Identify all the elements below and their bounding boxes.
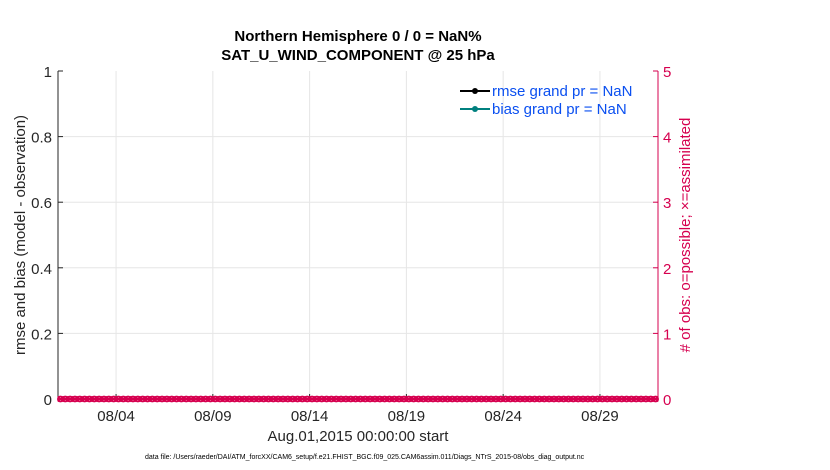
chart-title-line2: SAT_U_WIND_COMPONENT @ 25 hPa bbox=[221, 47, 495, 64]
y-tick-label: 0 bbox=[44, 392, 52, 409]
y2-tick-label: 3 bbox=[663, 195, 671, 212]
y-tick-label: 0.4 bbox=[31, 261, 52, 278]
x-axis-label: Aug.01,2015 00:00:00 start bbox=[268, 428, 450, 445]
y-tick-label: 0.8 bbox=[31, 130, 52, 147]
y2-axis-label: # of obs: o=possible; ×=assimilated bbox=[677, 118, 694, 353]
plot-area bbox=[58, 71, 658, 399]
x-tick-label: 08/19 bbox=[388, 408, 426, 425]
legend-rmse-marker bbox=[472, 88, 478, 94]
y2-tick-label: 5 bbox=[663, 64, 671, 81]
chart-title-line1: Northern Hemisphere 0 / 0 = NaN% bbox=[234, 28, 481, 45]
x-tick-label: 08/14 bbox=[291, 408, 329, 425]
obs-count-markers bbox=[57, 395, 659, 403]
grid bbox=[58, 71, 658, 399]
legend-bias-marker bbox=[472, 106, 478, 112]
y2-tick-label: 1 bbox=[663, 326, 671, 343]
x-tick-label: 08/04 bbox=[97, 408, 135, 425]
x-tick-label: 08/24 bbox=[484, 408, 522, 425]
x-tick-label: 08/09 bbox=[194, 408, 232, 425]
legend-bias-label: bias grand pr = NaN bbox=[492, 101, 627, 118]
x-tick-label: 08/29 bbox=[581, 408, 619, 425]
data-file-footer: data file: /Users/raeder/DAI/ATM_forcXX/… bbox=[145, 454, 585, 461]
legend-rmse-label: rmse grand pr = NaN bbox=[492, 83, 632, 100]
y-tick-label: 0.2 bbox=[31, 326, 52, 343]
legend: rmse grand pr = NaN bias grand pr = NaN bbox=[460, 83, 632, 118]
y2-tick-label: 2 bbox=[663, 261, 671, 278]
y2-tick-label: 0 bbox=[663, 392, 671, 409]
y-tick-label: 1 bbox=[44, 64, 52, 81]
y-tick-label: 0.6 bbox=[31, 195, 52, 212]
y2-tick-label: 4 bbox=[663, 130, 671, 147]
y-axis-label: rmse and bias (model - observation) bbox=[12, 115, 29, 355]
